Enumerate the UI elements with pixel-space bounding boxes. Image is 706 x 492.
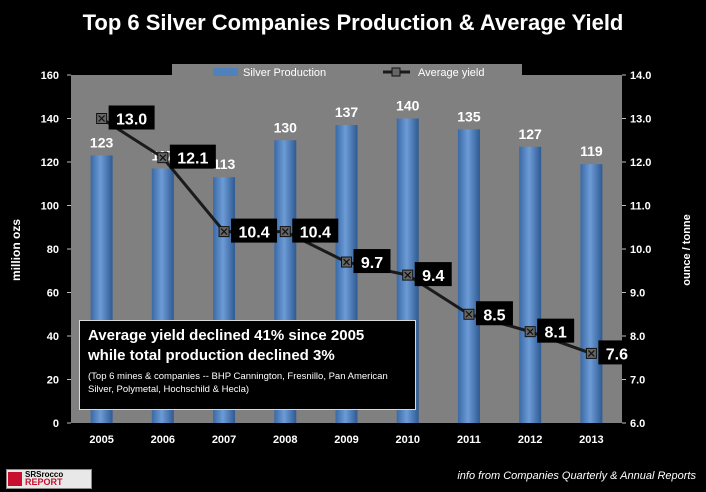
legend-line-label: Average yield: [418, 67, 484, 79]
bar-value-label: 123: [90, 134, 114, 150]
yield-marker-x: [220, 228, 228, 236]
y2-tick-label: 13.0: [630, 114, 651, 126]
bar-value-label: 130: [274, 119, 298, 135]
annotation-box: Average yield declined 41% since 2005 wh…: [79, 320, 416, 410]
yield-value-label: 8.5: [483, 307, 505, 324]
yield-value-label: 9.4: [422, 268, 444, 285]
legend-bar-swatch: [213, 68, 238, 76]
yield-label-bg: [475, 301, 513, 326]
source-note: info from Companies Quarterly & Annual R…: [457, 470, 696, 482]
y-tick-label: 40: [47, 331, 59, 343]
yield-label-bg: [231, 218, 278, 243]
y2-tick-label: 8.0: [630, 331, 645, 343]
bar-value-label: 113: [213, 156, 236, 172]
yield-value-label: 7.6: [606, 346, 628, 363]
y-tick-label: 0: [53, 418, 59, 430]
yield-value-label: 12.1: [177, 151, 208, 168]
yield-value-label: 8.1: [545, 325, 567, 342]
bar: [519, 146, 542, 423]
legend-bar-label: Silver Production: [243, 67, 326, 79]
y-axis-title: million ozs: [9, 219, 23, 281]
yield-marker-x: [98, 115, 106, 122]
logo-text-bottom: REPORT: [25, 477, 63, 487]
y-tick-label: 160: [41, 70, 59, 82]
x-tick-label: 2012: [518, 434, 542, 446]
y2-tick-label: 9.0: [630, 288, 645, 300]
x-tick-label: 2008: [273, 434, 297, 446]
x-tick-label: 2009: [334, 434, 358, 446]
annotation-line-1: Average yield declined 41% since 2005: [88, 327, 365, 344]
y-tick-label: 120: [41, 157, 59, 169]
bar-value-label: 137: [335, 104, 359, 120]
x-tick-label: 2007: [212, 434, 236, 446]
yield-marker-x: [404, 271, 412, 279]
bar: [580, 164, 603, 424]
yield-label-bg: [353, 249, 391, 274]
yield-label-bg: [414, 262, 452, 287]
y2-tick-label: 14.0: [630, 70, 651, 82]
y2-axis-title: ounce / tonne: [681, 214, 693, 286]
yield-marker-x: [343, 258, 350, 266]
y2-tick-label: 6.0: [630, 418, 645, 430]
y2-tick-label: 11.0: [630, 201, 651, 213]
x-tick-label: 2010: [395, 434, 419, 446]
annotation-line-2: while total production declined 3%: [88, 347, 335, 364]
yield-value-label: 10.4: [300, 225, 331, 242]
legend-box: [172, 64, 522, 80]
y-tick-label: 80: [47, 244, 59, 256]
bar: [457, 129, 480, 423]
yield-value-label: 10.4: [238, 225, 269, 242]
yield-label-bg: [108, 105, 155, 130]
y-tick-label: 60: [47, 288, 59, 300]
bar-value-label: 119: [580, 143, 603, 159]
yield-marker-x: [526, 328, 534, 336]
y2-tick-label: 10.0: [630, 244, 651, 256]
x-tick-label: 2013: [579, 434, 603, 446]
legend-marker-swatch: [391, 67, 401, 77]
srsrocco-logo: SRSrocco REPORT: [6, 469, 92, 489]
bar-value-label: 140: [396, 98, 420, 114]
x-tick-label: 2005: [89, 434, 113, 446]
y2-tick-label: 12.0: [630, 157, 651, 169]
y-tick-label: 100: [41, 201, 59, 213]
logo-mark-icon: [8, 472, 22, 486]
yield-marker-x: [465, 310, 473, 318]
yield-value-label: 9.7: [361, 255, 383, 272]
y-tick-label: 140: [41, 114, 59, 126]
yield-label-bg: [598, 340, 636, 365]
yield-label-bg: [537, 318, 575, 343]
bar-value-label: 127: [518, 126, 542, 142]
logo-text-top: SRSrocco: [25, 470, 64, 479]
yield-label-bg: [292, 218, 339, 243]
yield-label-bg: [169, 144, 216, 169]
yield-marker-x: [587, 349, 595, 357]
y-tick-label: 20: [47, 375, 59, 387]
bar-value-label: 135: [457, 108, 481, 124]
yield-marker-x: [281, 228, 289, 236]
annotation-note: (Top 6 mines & companies -- BHP Canningt…: [88, 371, 388, 395]
yield-marker-x: [159, 154, 167, 162]
y2-tick-label: 7.0: [630, 375, 645, 387]
x-tick-label: 2011: [457, 434, 481, 446]
yield-value-label: 13.0: [116, 112, 147, 129]
x-tick-label: 2006: [151, 434, 175, 446]
chart-title: Top 6 Silver Companies Production & Aver…: [82, 10, 624, 35]
